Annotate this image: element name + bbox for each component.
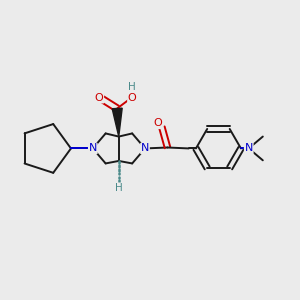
Text: H: H <box>115 183 123 193</box>
Text: O: O <box>128 93 136 103</box>
Text: O: O <box>154 118 163 128</box>
Text: N: N <box>244 143 253 153</box>
Text: O: O <box>95 93 103 103</box>
Polygon shape <box>112 108 122 136</box>
Text: H: H <box>128 82 136 92</box>
Text: N: N <box>88 143 97 153</box>
Text: N: N <box>141 143 149 153</box>
